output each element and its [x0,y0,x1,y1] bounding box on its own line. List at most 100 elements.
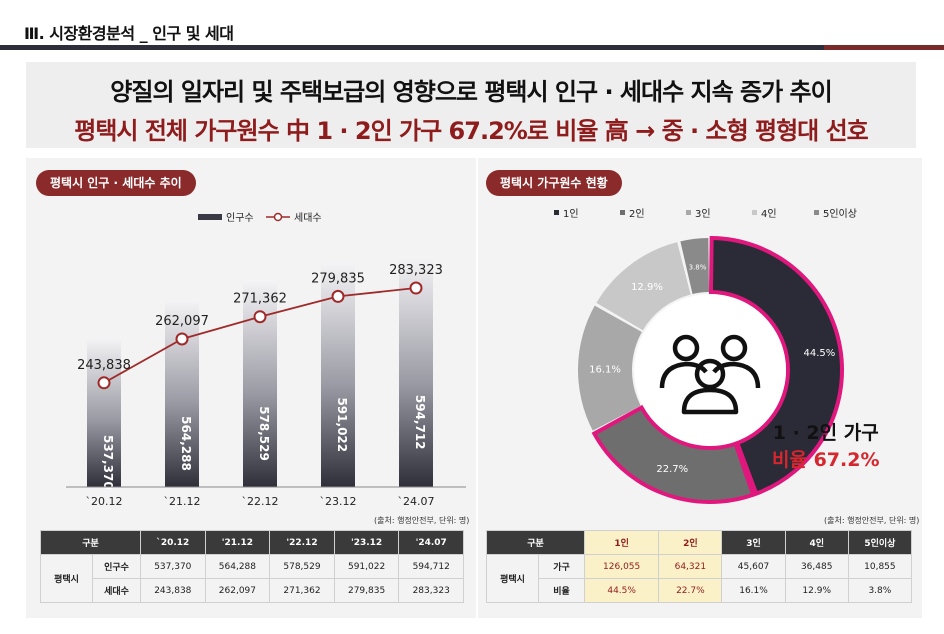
legend-label: 세대수 [294,212,322,224]
table-row: 세대수 243,838 262,097 271,362 279,835 283,… [41,578,464,603]
line-data-label: 262,097 [155,314,209,329]
table-cell: 564,288 [204,554,271,579]
donut-slice [708,235,844,497]
legend-swatch [686,210,691,215]
bar [399,257,433,487]
table-row-label: 가구 [538,554,585,579]
right-source-note: (출처: 행정안전부, 단위: 명) [824,516,920,525]
table-header: 3인 [721,530,786,555]
table-cell: 537,370 [140,554,206,579]
bar-data-label: 564,288 [179,416,193,471]
legend-swatch [554,210,559,215]
callout-line-1: 1 · 2인 가구 [772,422,879,444]
table-cell: 591,022 [333,554,400,579]
legend-swatch [752,210,757,215]
legend-label: 2인 [629,208,645,220]
left-source-note: (출처: 행정안전부, 단위: 명) [374,516,470,525]
table-header: 4인 [784,530,849,555]
header-divider [0,45,944,50]
table-row: 비율 44.5% 22.7% 16.1% 12.9% 3.8% [487,578,913,603]
table-row: 평택시 가구 126,055 64,321 45,607 36,485 10,8… [486,554,913,603]
line-point [331,289,345,303]
table-cell: 10,855 [847,554,913,579]
legend-swatch [814,210,819,215]
x-tick-label: `24.07 [398,495,435,508]
callout: 1 · 2인 가구 비율 67.2% [772,418,880,472]
table-row-label: 비율 [538,578,585,603]
table-cell: 594,712 [398,554,464,579]
table-header: 구분 [486,530,585,555]
chart-legend: 인구수 세대수 [198,212,322,224]
donut-slice [578,305,642,431]
table-group-label: 평택시 [486,554,539,603]
household-chart: 1인 2인 3인 4인 5인이상 44.5% 22.7% 16.1% 12.9% 3.8% [554,208,857,504]
table-header: '24.07 [398,530,464,555]
line-point [97,376,111,390]
table-cell: 36,485 [784,554,849,579]
population-table: 구분 `20.12 '21.12 '22.12 '23.12 '24.07 평택… [40,530,464,603]
table-row: 평택시 인구수 537,370 564,288 578,529 591,022 … [40,554,464,603]
legend-swatch [620,210,625,215]
headline-line-1: 양질의 일자리 및 주택보급의 영향으로 평택시 인구 · 세대수 지속 증가 … [110,78,832,106]
table-cell: 578,529 [269,554,335,579]
legend-label: 4인 [761,208,777,220]
line-point [175,332,189,346]
line-point [253,310,267,324]
donut-slice [596,242,691,331]
bar [87,337,121,487]
donut-hole [634,294,786,446]
donut-slice [680,238,710,294]
table-cell: 262,097 [204,578,271,603]
table-cell: 44.5% [583,578,660,603]
left-panel-title: 평택시 인구 · 세대수 추이 [36,170,196,196]
table-row-label: 인구수 [92,554,141,579]
table-cell: 126,055 [583,554,660,579]
section-title: Ⅲ. 시장환경분석 _ 인구 및 세대 [24,24,234,43]
x-tick-label: `21.12 [164,495,201,508]
callout-line-2: 비율 67.2% [772,449,880,471]
household-table: 구분 1인 2인 3인 4인 5인이상 평택시 가구 126,055 64,32… [486,530,913,603]
donut-data-label: 22.7% [656,464,688,475]
line-data-label: 279,835 [311,271,365,286]
legend-label: 인구수 [226,212,254,224]
table-cell: 45,607 [721,554,786,579]
donut-data-label: 44.5% [804,348,836,359]
legend-line-marker [273,212,283,222]
bar-data-label: 591,022 [335,397,349,452]
table-header: `20.12 [140,530,206,555]
line-point [409,281,423,295]
table-cell: 3.8% [847,578,913,603]
line-data-label: 243,838 [77,358,131,373]
table-cell: 283,323 [398,578,464,603]
table-header: 구분 [40,530,141,555]
table-header: 5인이상 [847,530,913,555]
table-cell: 271,362 [269,578,335,603]
legend-label: 3인 [695,208,711,220]
right-panel-title: 평택시 가구원수 현황 [486,170,622,196]
line-data-label: 283,323 [389,263,443,278]
bar-data-label: 537,370 [101,435,115,490]
table-cell: 16.1% [721,578,786,603]
donut-slice [591,404,756,504]
table-row-label: 세대수 [92,578,141,603]
table-cell: 243,838 [140,578,206,603]
bar [165,299,199,487]
table-cell: 64,321 [658,554,723,579]
legend-bar-swatch [198,214,222,220]
line-data-label: 271,362 [233,292,287,307]
table-header: 2인 [658,530,723,555]
donut-data-label: 16.1% [589,364,621,375]
x-tick-label: `22.12 [242,495,279,508]
population-chart: 인구수 세대수 537,370 564,288 578,529 591,022 594,7… [66,212,466,508]
people-group-icon [659,334,761,415]
donut-legend: 1인 2인 3인 4인 5인이상 [554,208,857,220]
table-cell: 12.9% [784,578,849,603]
table-header: '22.12 [269,530,335,555]
bar-data-label: 578,529 [257,406,271,461]
headline-box: 양질의 일자리 및 주택보급의 영향으로 평택시 인구 · 세대수 지속 증가 … [26,62,916,148]
table-header: '23.12 [333,530,400,555]
legend-label: 1인 [563,208,579,220]
header-divider-accent [824,45,944,50]
donut-data-label: 12.9% [631,282,663,293]
x-tick-label: `23.12 [320,495,357,508]
